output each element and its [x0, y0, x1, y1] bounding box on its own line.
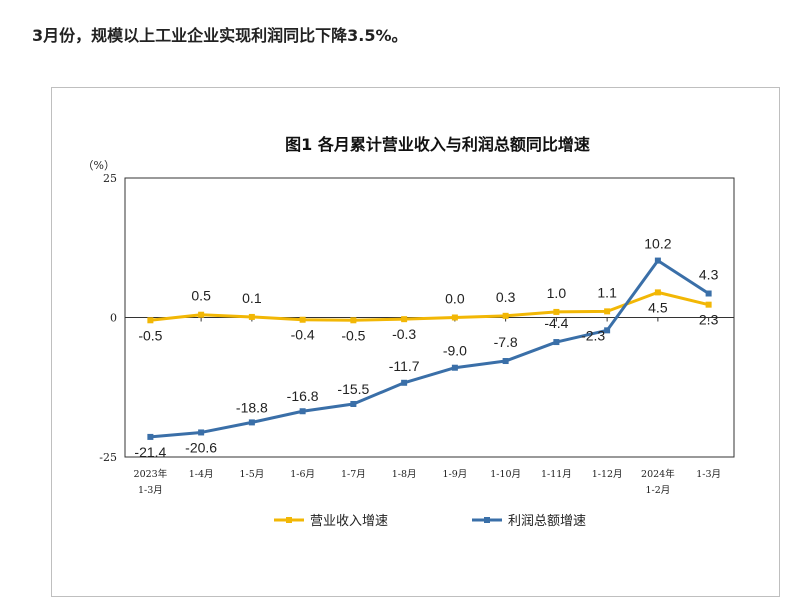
- data-point: [604, 308, 611, 315]
- chart-svg: 图1 各月累计营业收入与利润总额同比增速 （%）25 0 -25 2023年 1-3月 1-…: [83, 135, 735, 529]
- x-tick-label: 1-11月: [541, 469, 572, 480]
- data-point: [147, 433, 154, 440]
- data-point: [401, 316, 408, 323]
- data-point: [248, 313, 255, 320]
- data-label: -9.0: [443, 343, 467, 359]
- x-tick-label: 1-6月: [290, 469, 315, 480]
- data-label: -21.4: [134, 444, 166, 460]
- data-label: 4.5: [648, 299, 668, 315]
- series-line: [150, 259, 710, 439]
- data-point: [502, 358, 509, 365]
- data-label: 0.5: [191, 288, 211, 304]
- x-tick-label: 1-8月: [392, 469, 417, 480]
- x-tick-label: 2024年: [641, 468, 675, 480]
- chart-figure: 图1 各月累计营业收入与利润总额同比增速 （%） 25 0 -25 2023年 1-3月 1-…: [51, 87, 780, 597]
- data-label: 1.0: [547, 285, 567, 301]
- data-label: 0.1: [242, 290, 262, 306]
- data-point: [401, 379, 408, 386]
- y-tick-label: 25: [103, 172, 117, 185]
- data-point: [705, 301, 712, 308]
- data-label: -20.6: [185, 439, 217, 455]
- x-tick-label: 1-3月: [138, 485, 163, 496]
- x-tick-label: 1-12月: [592, 469, 623, 480]
- data-label: -18.8: [236, 399, 268, 415]
- x-tick-label: 1-10月: [490, 469, 521, 480]
- data-point: [350, 317, 357, 324]
- data-point: [654, 289, 661, 296]
- data-point: [654, 257, 661, 264]
- x-tick-label: 1-5月: [239, 469, 264, 480]
- x-tick-label: 1-9月: [442, 469, 467, 480]
- data-point: [502, 312, 509, 319]
- data-label: 1.1: [597, 284, 617, 300]
- y-axis-unit: （%）: [83, 159, 115, 172]
- legend-marker: [286, 517, 292, 523]
- data-label: -0.4: [291, 327, 315, 343]
- legend-label: 利润总额增速: [508, 514, 586, 529]
- x-tick-label: 1-4月: [189, 469, 214, 480]
- data-label: 4.3: [699, 267, 719, 283]
- x-tick-label: 1-3月: [696, 469, 721, 480]
- chart-title: 图1 各月累计营业收入与利润总额同比增速: [285, 135, 590, 154]
- data-label: 0.3: [496, 289, 516, 305]
- headline: 3月份，规模以上工业企业实现利润同比下降3.5%。: [32, 26, 408, 45]
- data-label: -7.8: [494, 334, 518, 350]
- data-point: [248, 419, 255, 426]
- x-tick-label: 1-7月: [341, 469, 366, 480]
- x-tick-label: 1-2月: [645, 485, 670, 496]
- data-label: -16.8: [287, 388, 319, 404]
- legend-label: 营业收入增速: [310, 514, 388, 529]
- data-point: [604, 327, 611, 334]
- data-point: [553, 339, 560, 346]
- data-label: -15.5: [337, 381, 369, 397]
- data-label: 0.0: [445, 291, 465, 307]
- data-label: -11.7: [389, 358, 420, 374]
- data-label: -0.3: [392, 326, 416, 342]
- data-label: -0.5: [138, 327, 162, 343]
- data-point: [198, 429, 205, 436]
- data-label: -0.5: [341, 327, 365, 343]
- data-point: [451, 314, 458, 321]
- data-point: [198, 311, 205, 318]
- data-point: [147, 317, 154, 324]
- data-label: 10.2: [644, 236, 671, 252]
- data-point: [451, 364, 458, 371]
- data-label: -4.4: [544, 315, 568, 331]
- legend-marker: [484, 517, 490, 523]
- y-tick-label: -25: [99, 451, 117, 464]
- data-label: -2.3: [581, 327, 605, 343]
- data-point: [705, 290, 712, 297]
- data-point: [299, 316, 306, 323]
- data-point: [350, 400, 357, 407]
- data-point: [299, 408, 306, 415]
- series-line: [150, 290, 709, 322]
- data-label: 2.3: [699, 312, 719, 328]
- x-tick-label: 2023年: [134, 468, 168, 480]
- y-tick-label: 0: [110, 312, 117, 325]
- data-point: [553, 308, 560, 315]
